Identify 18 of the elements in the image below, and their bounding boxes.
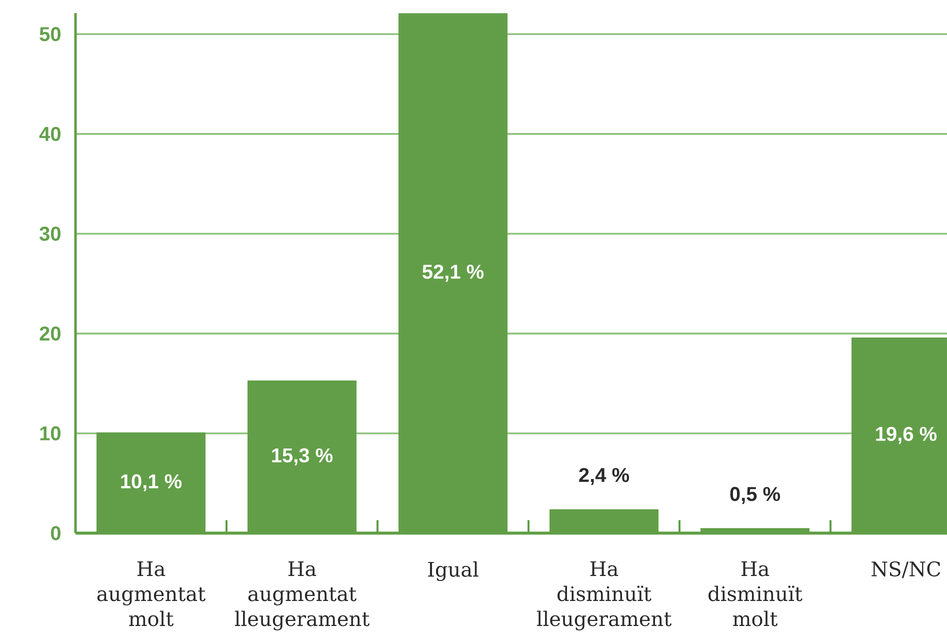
x-tick-label: Igual xyxy=(428,561,478,582)
x-tick-label: Ha augmentat molt xyxy=(97,561,206,626)
data-label: 15,3 % xyxy=(272,448,333,466)
y-tick-label: 40 xyxy=(39,126,60,142)
x-tick-label: Ha disminuït molt xyxy=(708,561,802,626)
y-tick-label: 30 xyxy=(40,226,60,241)
y-tick-label: 50 xyxy=(40,27,60,42)
y-tick-label: 20 xyxy=(40,326,60,341)
data-label: 19,6 % xyxy=(876,426,937,444)
data-label: 0,5 % xyxy=(730,486,780,504)
data-label: 2,4 % xyxy=(579,468,630,486)
data-label: 52,1 % xyxy=(422,264,484,282)
data-label: 10,1 % xyxy=(121,474,182,492)
y-tick-label: 10 xyxy=(40,426,60,440)
x-tick-label: Ha disminuït lleugerament xyxy=(536,561,672,630)
y-tick-label: 0 xyxy=(50,526,60,540)
x-tick-label: Ha augmentat lleugerament xyxy=(234,561,370,630)
x-tick-label: NS/NC xyxy=(872,561,940,578)
